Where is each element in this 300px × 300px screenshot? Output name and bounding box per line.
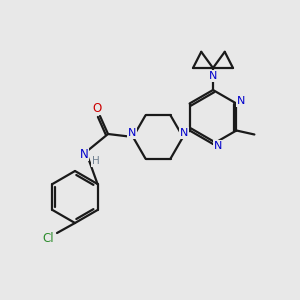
- Text: Cl: Cl: [42, 232, 54, 244]
- Text: O: O: [92, 101, 102, 115]
- Text: N: N: [80, 148, 88, 160]
- Text: N: N: [180, 128, 188, 138]
- Text: N: N: [214, 141, 222, 151]
- Text: H: H: [92, 156, 100, 166]
- Text: N: N: [128, 128, 136, 138]
- Text: N: N: [237, 97, 246, 106]
- Text: N: N: [209, 71, 217, 81]
